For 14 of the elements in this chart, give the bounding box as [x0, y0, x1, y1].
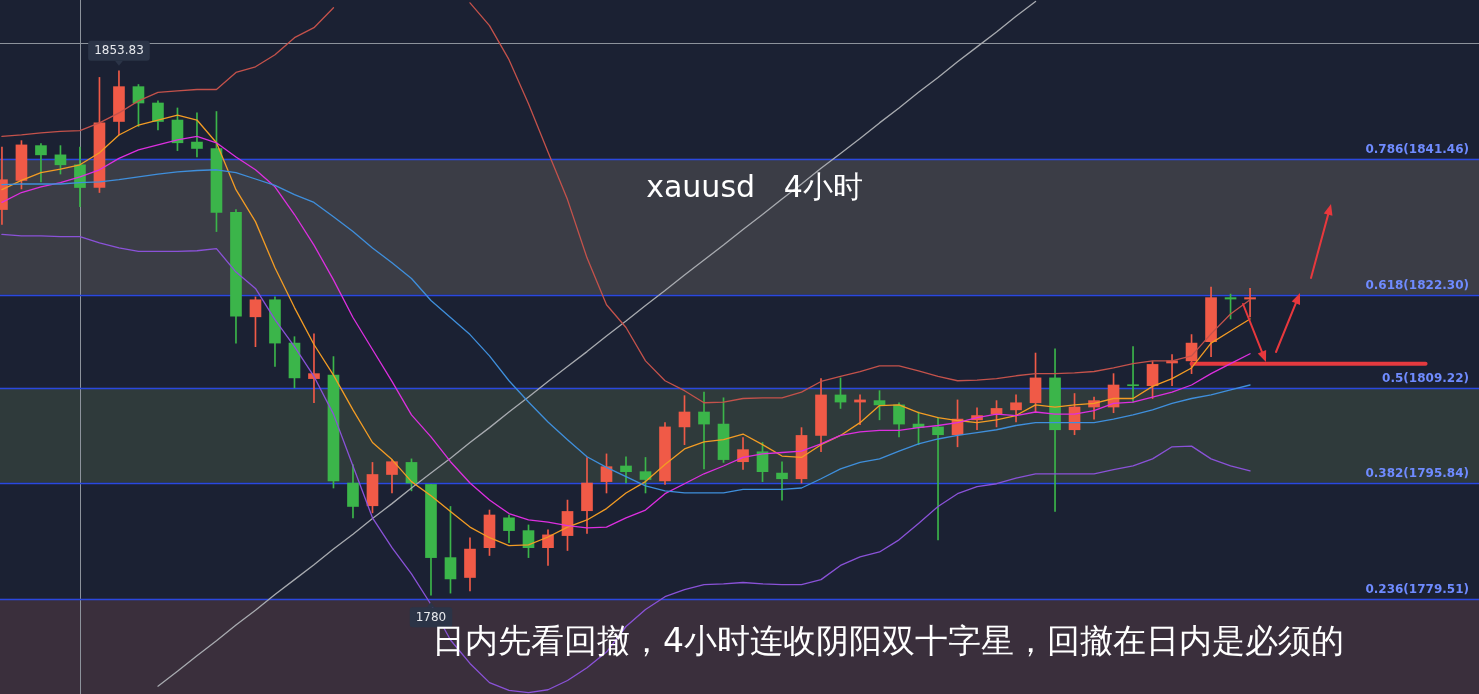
ref-line-label: 0.786(1841.46)	[1365, 141, 1469, 156]
candlestick	[1244, 288, 1256, 318]
annotation: 1853.83	[94, 43, 144, 58]
annotation: 1780	[415, 609, 447, 624]
candlestick	[1127, 346, 1139, 403]
ref-line-label: 0.382(1795.84)	[1365, 465, 1469, 480]
ref-line-label: 0.236(1779.51)	[1365, 581, 1469, 596]
candlestick	[191, 112, 203, 158]
candlestick	[932, 417, 944, 541]
candlestick	[776, 461, 788, 501]
text: xauusd 4小时	[645, 169, 864, 205]
ref-line-label: 0.5(1809.22)	[1382, 370, 1469, 385]
ref-line-label: 0.618(1822.30)	[1365, 277, 1469, 292]
candlestick	[698, 391, 710, 470]
